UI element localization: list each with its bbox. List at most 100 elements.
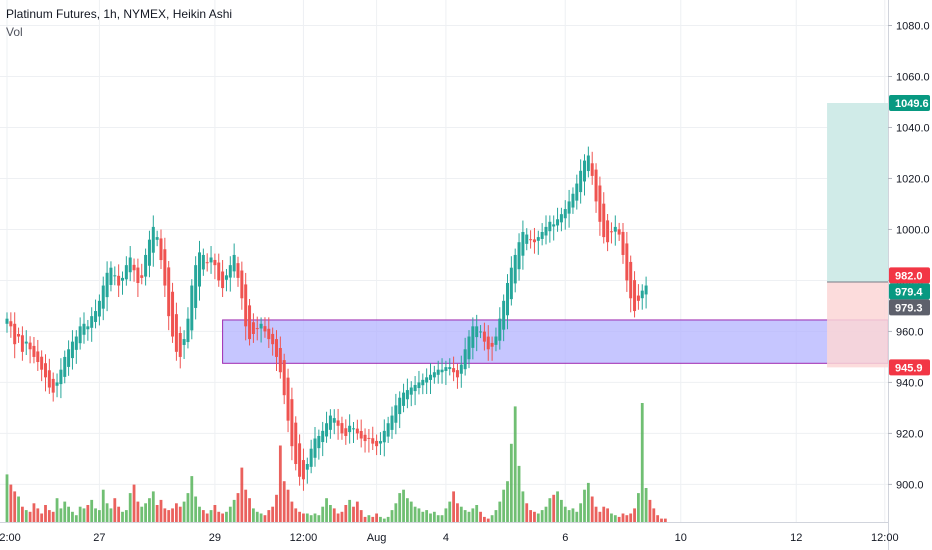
volume-bar [417, 508, 421, 522]
candle-body [259, 323, 263, 329]
candle-body [59, 369, 63, 385]
candle-body [278, 347, 282, 373]
volume-bar [163, 508, 167, 522]
time-axis[interactable]: 12:00 27 29 12:00 Aug 4 6 10 12 12:00 [0, 522, 899, 550]
time-tick-label: 12:00 [0, 532, 21, 544]
time-tick-label: Aug [367, 532, 387, 544]
volume-bar [610, 513, 613, 522]
volume-bar [498, 501, 502, 522]
volume-bar [298, 511, 301, 522]
volume-bar [186, 493, 190, 522]
candle-body [117, 275, 121, 286]
candle-body [436, 369, 440, 375]
price-tag-box [889, 283, 930, 300]
volume-bar [171, 508, 174, 522]
candle-body [244, 284, 248, 327]
candle-body [367, 437, 371, 439]
volume-bar [398, 493, 402, 522]
candle-body [444, 367, 448, 371]
price-tag-label: 982.0 [895, 270, 923, 282]
candle-body [633, 280, 637, 312]
volume-bar [47, 510, 51, 522]
volume-bar [648, 499, 652, 522]
volume-bar [209, 510, 213, 522]
candle-body [540, 232, 544, 239]
volume-bar [63, 501, 67, 522]
candle-body [105, 272, 109, 298]
candle-body [390, 415, 394, 430]
volume-bar [21, 506, 24, 522]
volume-bar [317, 515, 321, 522]
candle-body [301, 460, 305, 480]
volume-bar [375, 513, 378, 522]
volume-bar [252, 508, 255, 522]
volume-bar [525, 503, 529, 522]
volume-bar [59, 508, 63, 522]
candle-body [9, 321, 13, 327]
volume-bar [148, 498, 151, 522]
price-tag-box [889, 299, 930, 316]
candle-body [448, 367, 452, 370]
candle-body [590, 163, 594, 176]
candle-body [371, 438, 375, 444]
candle-body [182, 339, 186, 345]
price-tick-label: 960.0 [896, 326, 924, 338]
volume-bar [178, 506, 182, 522]
volume-bar [444, 508, 448, 522]
candle-body [563, 209, 567, 219]
volume-bar [36, 508, 40, 522]
candle-body [583, 160, 586, 182]
volume-bar [617, 516, 621, 522]
volume-bar [517, 465, 521, 522]
candle-body [63, 356, 67, 377]
candle-body [90, 316, 94, 328]
volume-bar [24, 510, 28, 522]
volume-bar [521, 491, 525, 522]
price-tick-label: 920.0 [896, 428, 924, 440]
candle-body [240, 270, 244, 299]
candle-body [40, 356, 44, 370]
chart-title[interactable]: Platinum Futures, 1h, NYMEX, Heikin Ashi [6, 7, 233, 21]
volume-bar [359, 510, 363, 522]
candle-body [375, 440, 379, 447]
volume-bar [109, 508, 113, 522]
candle-body [167, 267, 171, 317]
price-tag-label: 1049.6 [895, 98, 929, 110]
volume-bar [132, 484, 136, 522]
volume-bar [629, 513, 633, 522]
candle-body [5, 318, 9, 324]
volume-bar [190, 476, 194, 522]
candle-body [194, 265, 198, 308]
volume-bar [548, 498, 552, 522]
volume-bar [475, 505, 479, 522]
candle-body [363, 434, 367, 442]
candle-body [28, 342, 32, 350]
volume-bar [278, 445, 282, 522]
candle-body [490, 342, 494, 347]
volume-bar [637, 493, 640, 522]
candle-body [355, 428, 359, 434]
candle-body [336, 420, 340, 426]
volume-bar [575, 511, 579, 522]
candle-body [132, 264, 136, 271]
volume-bar [340, 511, 344, 522]
volume-bar [402, 489, 405, 522]
volume-bar [144, 503, 147, 522]
candle-body [421, 379, 425, 386]
candle-body [186, 318, 190, 343]
volume-bar [201, 510, 205, 522]
support-zone-rect [222, 319, 889, 364]
volume-bar [221, 513, 224, 522]
volume-bar [363, 516, 367, 522]
candle-body [70, 341, 74, 359]
candle-body [224, 275, 228, 280]
volume-indicator-label[interactable]: Vol [6, 25, 23, 39]
price-tag-label: 979.4 [895, 286, 923, 298]
candle-body [579, 170, 583, 193]
volume-bar [371, 516, 375, 522]
candle-body [594, 169, 598, 202]
candle-body [128, 257, 132, 273]
candle-body [559, 214, 563, 223]
candle-body [513, 254, 517, 284]
